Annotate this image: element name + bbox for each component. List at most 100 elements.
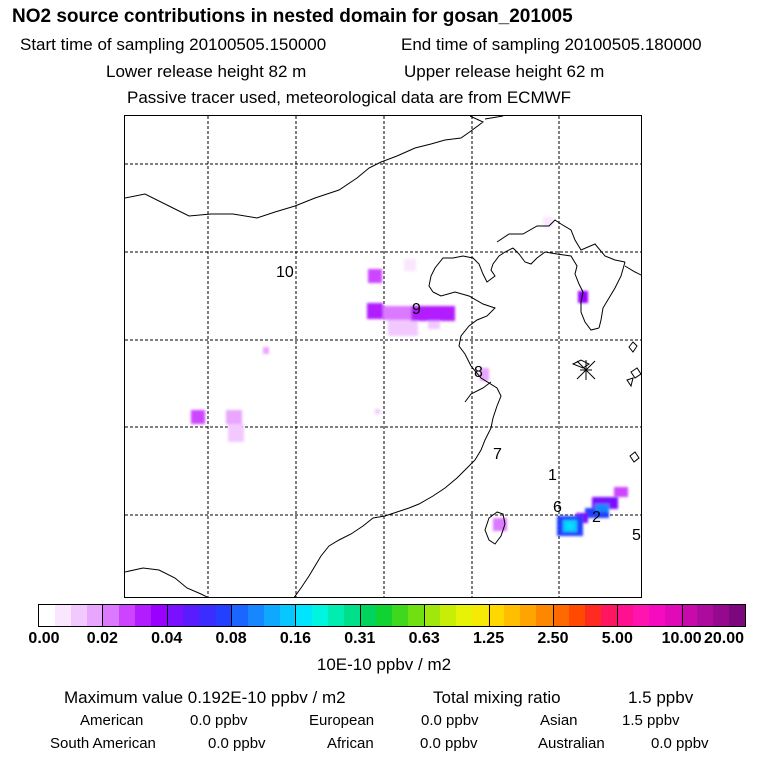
color-scale-unit: 10E-10 ppbv / m2 xyxy=(316,655,452,674)
color-scale-segment xyxy=(440,605,457,626)
plume-cell xyxy=(367,303,383,319)
plume-cell xyxy=(585,508,609,518)
data-source-note: Passive tracer used, meteorological data… xyxy=(127,88,572,107)
plume-cell xyxy=(567,523,573,529)
region-label-1: 1 xyxy=(548,467,557,484)
color-scale-tick-label: 1.25 xyxy=(472,630,505,647)
upper-release-label: Upper release height 62 m xyxy=(404,62,605,81)
color-scale-segment xyxy=(199,605,216,626)
color-scale-segment xyxy=(39,605,56,626)
region-label-10: 10 xyxy=(276,264,294,281)
plume-cell xyxy=(404,259,416,271)
plume-cell xyxy=(375,409,380,414)
region-label-8: 8 xyxy=(474,364,483,381)
color-scale-segment xyxy=(456,605,473,626)
color-scale-segment xyxy=(552,605,569,626)
region-name-american: American xyxy=(80,712,144,729)
color-scale-segment xyxy=(135,605,152,626)
color-scale-segment xyxy=(504,605,521,626)
color-scale-segment xyxy=(71,605,88,626)
plume-cell xyxy=(480,368,489,381)
color-scale-segment xyxy=(295,605,312,626)
color-scale-segment xyxy=(231,605,248,626)
color-scale-segment xyxy=(215,605,232,626)
color-scale-segment xyxy=(488,605,505,626)
color-scale-tick-label: 5.00 xyxy=(601,630,633,647)
color-scale-segment xyxy=(359,605,376,626)
color-scale-tick-label: 0.02 xyxy=(86,630,118,647)
color-scale-segment xyxy=(712,605,730,626)
region-value-asian: 1.5 ppbv xyxy=(622,712,680,729)
plume-cell xyxy=(191,410,205,424)
plume-cell xyxy=(383,306,411,320)
color-scale-segment xyxy=(327,605,344,626)
region-label-2: 2 xyxy=(592,509,601,526)
color-scale-tick-label: 10.00 xyxy=(661,630,702,647)
color-scale-segment xyxy=(472,605,489,626)
map-canvas xyxy=(125,116,641,597)
maximum-value-label: Maximum value 0.192E-10 ppbv / m2 xyxy=(64,688,346,707)
region-name-south-american: South American xyxy=(50,735,156,752)
plume-cell xyxy=(578,291,588,303)
color-scale-segment xyxy=(247,605,264,626)
region-name-australian: Australian xyxy=(538,735,605,752)
color-scale-segment xyxy=(648,605,665,626)
color-scale-segment xyxy=(729,605,746,626)
plume-cell xyxy=(263,347,269,354)
total-mixing-ratio-value: 1.5 ppbv xyxy=(628,688,694,707)
lower-release-label: Lower release height 82 m xyxy=(106,62,307,81)
plume-cell xyxy=(368,269,382,283)
color-scale-tick-label: 0.00 xyxy=(28,630,60,647)
color-scale-segment xyxy=(696,605,713,626)
color-scale-segment xyxy=(600,605,617,626)
plume-cell xyxy=(411,306,455,321)
plume-cell xyxy=(543,217,553,227)
end-time-label: End time of sampling 20100505.180000 xyxy=(401,35,702,54)
region-label-9: 9 xyxy=(412,301,421,318)
region-label-6: 6 xyxy=(553,499,562,516)
color-scale-segment xyxy=(536,605,553,626)
region-value-south-american: 0.0 ppbv xyxy=(208,735,266,752)
color-scale-segment xyxy=(408,605,425,626)
region-name-european: European xyxy=(309,712,375,729)
color-scale-segment xyxy=(392,605,409,626)
color-scale-segment xyxy=(664,605,681,626)
asterisk-icon xyxy=(576,360,596,380)
color-scale-segment xyxy=(343,605,360,626)
color-scale-segment xyxy=(616,605,633,626)
region-value-american: 0.0 ppbv xyxy=(190,712,248,729)
region-name-african: African xyxy=(327,735,374,752)
color-scale-tick-label: 0.04 xyxy=(151,630,183,647)
region-label-5: 5 xyxy=(632,527,641,544)
graticule xyxy=(125,116,641,597)
color-scale-segment xyxy=(183,605,200,626)
plume-cell xyxy=(595,504,609,512)
region-label-7: 7 xyxy=(493,446,502,463)
color-scale-segment xyxy=(632,605,649,626)
total-mixing-ratio-label: Total mixing ratio xyxy=(433,688,561,707)
color-scale-segment xyxy=(55,605,72,626)
color-scale-segment xyxy=(151,605,168,626)
coastlines xyxy=(125,116,641,597)
plume-cells xyxy=(191,217,628,536)
plume-cell xyxy=(226,410,242,424)
color-scale-bar xyxy=(38,604,746,627)
region-value-african: 0.0 ppbv xyxy=(420,735,478,752)
color-scale-segment xyxy=(568,605,585,626)
plume-cell xyxy=(228,424,244,442)
region-value-european: 0.0 ppbv xyxy=(421,712,479,729)
color-scale-segment xyxy=(520,605,537,626)
color-scale-tick-label: 0.08 xyxy=(215,630,247,647)
color-scale-tick-label: 20.00 xyxy=(703,630,745,647)
color-scale-segment xyxy=(103,605,120,626)
plume-cell xyxy=(428,321,440,329)
color-scale-segment xyxy=(87,605,104,626)
color-scale-tick-label: 0.63 xyxy=(408,630,440,647)
map-title: NO2 source contributions in nested domai… xyxy=(12,6,573,27)
color-scale-tick-label: 2.50 xyxy=(537,630,569,647)
color-scale-segment xyxy=(263,605,280,626)
color-scale-segment xyxy=(167,605,184,626)
color-scale-segment xyxy=(119,605,136,626)
plume-cell xyxy=(614,487,628,497)
color-scale-segment xyxy=(424,605,441,626)
